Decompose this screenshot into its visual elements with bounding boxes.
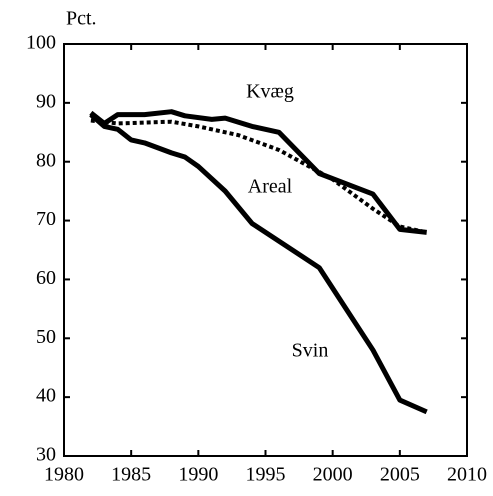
- x-tick-label: 1990: [178, 464, 218, 486]
- series-label: Kvæg: [246, 81, 294, 103]
- x-tick-label: 2005: [380, 464, 420, 486]
- y-tick-label: 80: [36, 149, 56, 171]
- line-series: [89, 112, 428, 415]
- y-tick-label: 100: [26, 32, 56, 54]
- line-series: [89, 109, 427, 235]
- y-tick-label: 60: [36, 267, 56, 289]
- x-tick-label: 1995: [246, 464, 286, 486]
- x-tick-label: 2000: [313, 464, 353, 486]
- y-tick-label: 30: [36, 444, 56, 466]
- x-tick-label: 1985: [111, 464, 151, 486]
- plot-frame: [63, 43, 468, 457]
- y-tick-label: 50: [36, 326, 56, 348]
- x-tick-label: 2010: [447, 464, 487, 486]
- series-label: Svin: [292, 340, 329, 362]
- series-label: Areal: [248, 176, 293, 198]
- x-tick-label: 1980: [44, 464, 84, 486]
- y-axis-label: Pct.: [66, 8, 97, 30]
- y-tick-label: 40: [36, 385, 56, 407]
- y-tick-label: 90: [36, 90, 56, 112]
- y-tick-label: 70: [36, 208, 56, 230]
- line-series: [90, 118, 428, 235]
